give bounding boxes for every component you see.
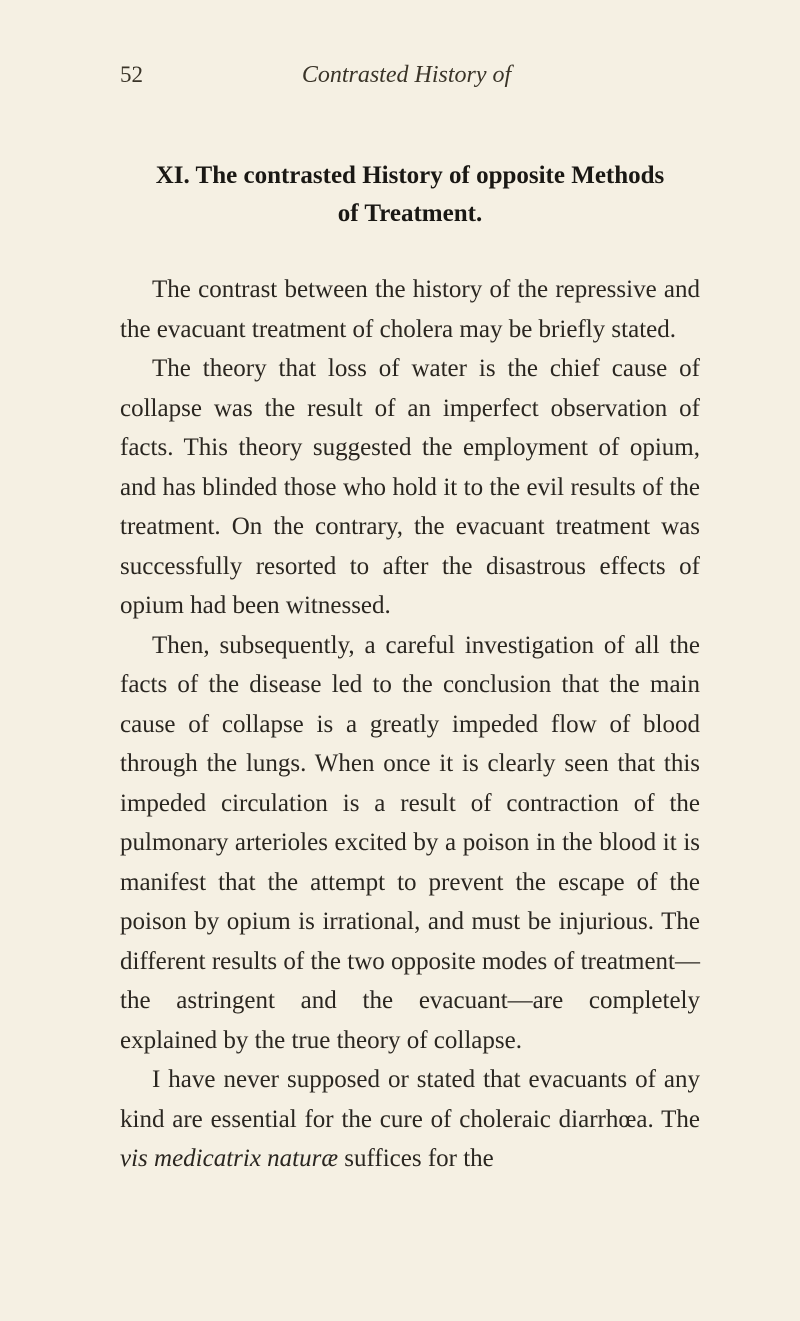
heading-line-2: of Treatment.: [130, 195, 690, 233]
paragraph-1: The contrast between the history of the …: [120, 270, 700, 349]
paragraph-2: The theory that loss of water is the chi…: [120, 349, 700, 626]
p4-text-1: I have never supposed or stated that eva…: [120, 1066, 700, 1133]
page-container: 52 Contrasted History of XI. The contras…: [0, 0, 800, 1321]
heading-line-1: XI. The contrasted History of opposite M…: [130, 157, 690, 195]
section-heading: XI. The contrasted History of opposite M…: [120, 157, 700, 232]
running-title: Contrasted History of: [143, 62, 700, 89]
page-header: 52 Contrasted History of: [120, 62, 700, 89]
paragraph-4: I have never supposed or stated that eva…: [120, 1060, 700, 1179]
body-text: The contrast between the history of the …: [120, 270, 700, 1179]
paragraph-3: Then, subsequently, a careful investigat…: [120, 626, 700, 1061]
p4-text-2: suffices for the: [338, 1145, 494, 1172]
page-number: 52: [120, 62, 143, 88]
p4-italic: vis medicatrix naturæ: [120, 1145, 338, 1172]
